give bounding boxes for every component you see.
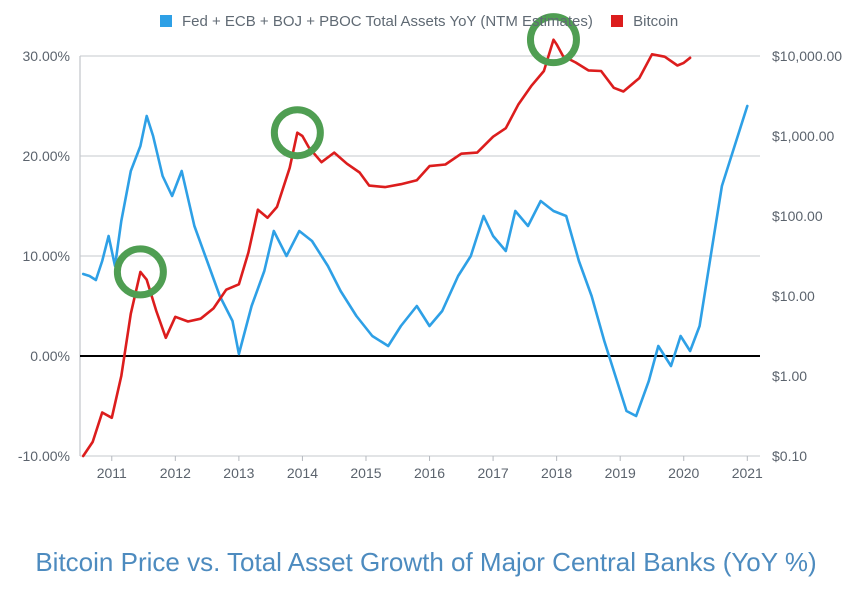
svg-text:2014: 2014 — [287, 465, 318, 481]
svg-text:0.00%: 0.00% — [30, 348, 70, 364]
svg-text:2021: 2021 — [732, 465, 763, 481]
svg-text:2018: 2018 — [541, 465, 572, 481]
svg-text:$10,000.00: $10,000.00 — [772, 48, 842, 64]
legend: Fed + ECB + BOJ + PBOC Total Assets YoY … — [0, 12, 852, 30]
svg-text:10.00%: 10.00% — [23, 248, 70, 264]
chart-container: Fed + ECB + BOJ + PBOC Total Assets YoY … — [0, 0, 852, 598]
svg-text:2013: 2013 — [223, 465, 254, 481]
legend-label-2: Bitcoin — [633, 13, 678, 30]
svg-text:2011: 2011 — [97, 465, 127, 481]
chart-plot: 2011 2012 2013 2014 2015 2016 2017 2018 2019 2020… — [0, 0, 852, 520]
legend-swatch-1 — [160, 15, 172, 27]
svg-text:30.00%: 30.00% — [23, 48, 70, 64]
svg-text:$1.00: $1.00 — [772, 368, 807, 384]
svg-text:$100.00: $100.00 — [772, 208, 823, 224]
svg-text:20.00%: 20.00% — [23, 148, 70, 164]
chart-caption: Bitcoin Price vs. Total Asset Growth of … — [0, 546, 852, 579]
svg-text:2015: 2015 — [350, 465, 381, 481]
svg-text:$0.10: $0.10 — [772, 448, 807, 464]
svg-text:2016: 2016 — [414, 465, 445, 481]
svg-text:-10.00%: -10.00% — [18, 448, 70, 464]
legend-label-1: Fed + ECB + BOJ + PBOC Total Assets YoY … — [182, 13, 593, 30]
svg-text:2017: 2017 — [478, 465, 509, 481]
svg-text:$1,000.00: $1,000.00 — [772, 128, 834, 144]
svg-text:2020: 2020 — [668, 465, 699, 481]
svg-text:2012: 2012 — [160, 465, 191, 481]
legend-swatch-2 — [611, 15, 623, 27]
svg-text:2019: 2019 — [605, 465, 636, 481]
svg-text:$10.00: $10.00 — [772, 288, 815, 304]
